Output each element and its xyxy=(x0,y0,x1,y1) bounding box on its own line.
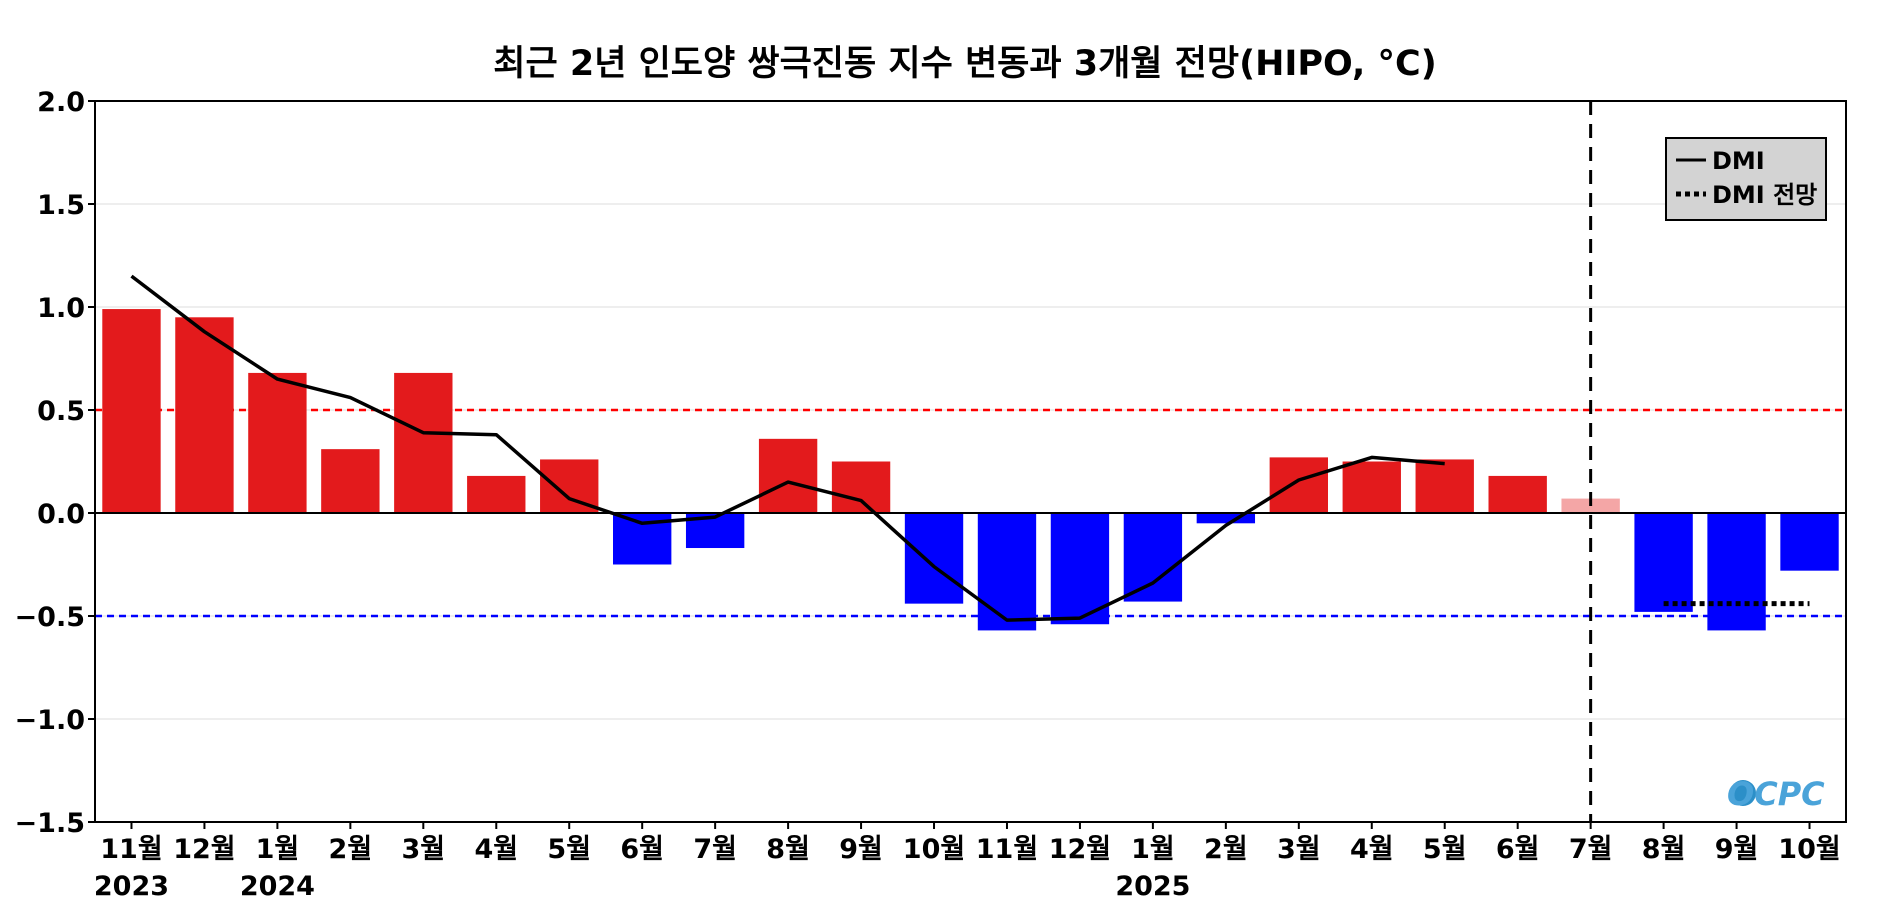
data-bar xyxy=(831,461,891,513)
data-bar xyxy=(394,372,453,513)
x-tick-label: 2월 xyxy=(329,834,373,865)
x-tick-label: 8월 xyxy=(1642,834,1686,865)
x-tick-label: 4월 xyxy=(474,834,518,865)
data-bar xyxy=(1488,475,1547,513)
x-tick-label: 4월 xyxy=(1350,834,1394,865)
ocpc-logo-text: OCPC xyxy=(1727,775,1825,813)
x-tick-label: 3월 xyxy=(401,834,445,865)
legend-forecast-label: DMI 전망 xyxy=(1712,181,1817,209)
ocpc-logo: OCPC xyxy=(1727,775,1825,813)
data-bar xyxy=(758,438,818,513)
chart-title: 최근 2년 인도양 쌍극진동 지수 변동과 3개월 전망(HIPO, °C) xyxy=(493,44,1436,84)
y-tick-label: −0.5 xyxy=(15,602,85,633)
x-tick-label: 2월 xyxy=(1204,834,1248,865)
y-tick-label: 0.0 xyxy=(37,499,85,530)
x-tick-label: 10월 xyxy=(1778,834,1840,865)
data-bar xyxy=(248,372,307,513)
x-tick-label: 12월 xyxy=(173,834,235,865)
y-tick-label: 1.5 xyxy=(37,190,85,221)
y-tick-label: −1.0 xyxy=(15,705,85,736)
data-bar xyxy=(1415,459,1474,513)
line-layer xyxy=(130,274,1810,622)
data-bar xyxy=(1050,513,1110,625)
data-bar xyxy=(467,475,526,513)
data-bar xyxy=(1780,513,1839,571)
data-bar xyxy=(904,513,964,604)
bar-layer xyxy=(102,309,1839,631)
legend-box xyxy=(1665,137,1827,221)
y-axis: −1.5 −1.0 −0.5 0.0 0.5 1.0 1.5 2.0 xyxy=(15,87,95,839)
x-tick-label: 12월 xyxy=(1049,834,1111,865)
x-tick-label: 9월 xyxy=(1715,834,1759,865)
x-tick-label: 5월 xyxy=(547,834,591,865)
x-tick-label: 11월 xyxy=(100,834,162,865)
y-tick-label: 0.5 xyxy=(37,396,85,427)
dmi-line xyxy=(130,274,1445,622)
data-bar xyxy=(1123,513,1183,602)
x-tick-label: 1월 xyxy=(256,834,300,865)
x-tick-label: 3월 xyxy=(1277,834,1321,865)
data-bar xyxy=(1707,513,1766,631)
data-bar xyxy=(1634,513,1693,612)
data-bar xyxy=(102,309,161,513)
data-bar xyxy=(175,317,234,513)
data-bar xyxy=(321,449,380,513)
x-year-label: 2023 xyxy=(94,871,169,900)
x-tick-label: 6월 xyxy=(620,834,664,865)
y-tick-label: 1.0 xyxy=(37,293,85,324)
data-bar xyxy=(1342,461,1401,513)
legend: DMI DMI 전망 xyxy=(1665,137,1827,221)
x-tick-label: 1월 xyxy=(1131,834,1175,865)
x-year-label: 2025 xyxy=(1115,871,1190,900)
x-tick-label: 11월 xyxy=(976,834,1038,865)
x-tick-label: 9월 xyxy=(839,834,883,865)
threshold-layer xyxy=(95,408,1846,618)
x-tick-label: 7월 xyxy=(693,834,737,865)
x-tick-label: 5월 xyxy=(1423,834,1467,865)
y-tick-label: 2.0 xyxy=(37,87,85,118)
plot-frame xyxy=(94,100,1847,823)
x-tick-label: 8월 xyxy=(766,834,810,865)
x-tick-label: 10월 xyxy=(903,834,965,865)
legend-dmi-label: DMI xyxy=(1712,147,1765,175)
x-year-label: 2024 xyxy=(240,871,315,900)
x-axis: 11월 12월 1월 2월 3월 4월 5월 6월 7월 8월 9월 10월 11월 12월 1월 2월 3월 4… xyxy=(94,822,1841,902)
x-tick-label: 6월 xyxy=(1496,834,1540,865)
x-tick-label: 7월 xyxy=(1569,834,1613,865)
data-bar xyxy=(1196,513,1256,524)
y-tick-label: −1.5 xyxy=(15,808,85,839)
ocpc-logo-globe xyxy=(1730,780,1756,806)
data-bar xyxy=(977,513,1037,631)
data-bar xyxy=(1269,457,1328,513)
